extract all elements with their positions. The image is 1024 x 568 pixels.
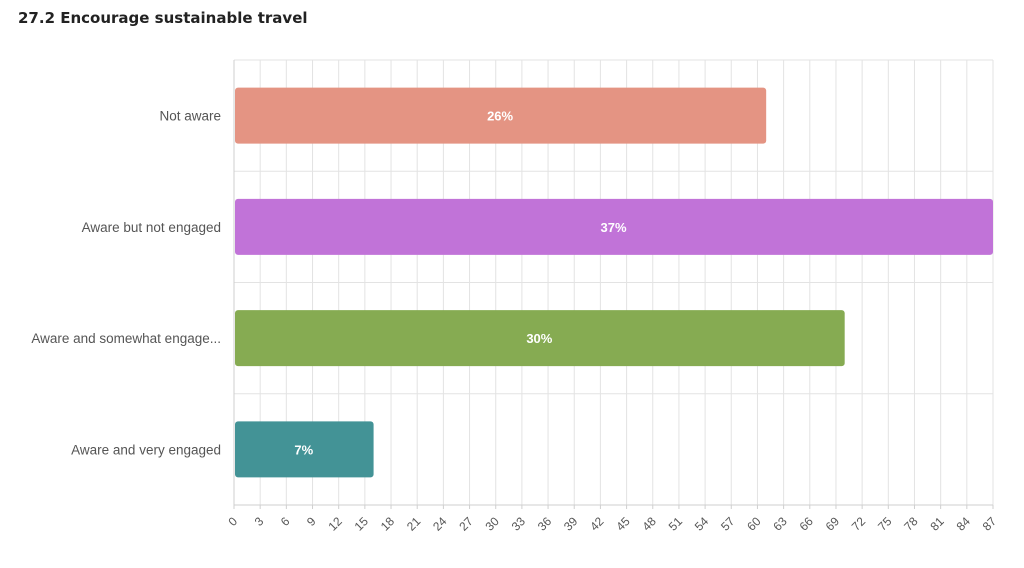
x-tick-label: 87	[980, 514, 1000, 534]
x-tick-label: 15	[352, 514, 372, 534]
x-tick-label: 84	[954, 514, 974, 534]
x-tick-label: 45	[613, 514, 633, 534]
category-label: Aware and very engaged	[71, 442, 221, 457]
x-tick-label: 51	[666, 514, 686, 534]
bar	[235, 198, 993, 255]
data-label: 30%	[526, 331, 552, 346]
data-label: 26%	[487, 109, 513, 124]
category-label: Aware and somewhat engage...	[31, 331, 221, 346]
category-label: Aware but not engaged	[82, 220, 221, 235]
bar	[235, 421, 374, 478]
x-tick-label: 33	[509, 514, 529, 534]
category-label: Not aware	[159, 109, 221, 124]
x-tick-label: 75	[875, 514, 895, 534]
x-tick-label: 60	[744, 514, 764, 534]
x-tick-label: 21	[404, 514, 424, 534]
x-tick-label: 81	[927, 514, 947, 534]
x-tick-label: 63	[770, 514, 790, 534]
data-label: 7%	[294, 442, 313, 457]
bar	[235, 87, 767, 144]
chart-title: 27.2 Encourage sustainable travel	[18, 9, 308, 27]
x-tick-label: 54	[692, 514, 712, 534]
x-tick-label: 42	[587, 514, 607, 534]
data-label: 37%	[600, 220, 626, 235]
x-tick-label: 18	[378, 514, 398, 534]
x-tick-label: 66	[797, 514, 817, 534]
x-tick-label: 72	[849, 514, 869, 534]
x-tick-label: 9	[304, 514, 319, 529]
x-tick-label: 24	[430, 514, 450, 534]
x-tick-label: 78	[901, 514, 921, 534]
x-tick-label: 39	[561, 514, 581, 534]
x-tick-label: 12	[325, 514, 345, 534]
x-tick-label: 27	[456, 514, 476, 534]
x-tick-label: 48	[640, 514, 660, 534]
x-tick-label: 0	[225, 514, 240, 529]
x-tick-label: 3	[252, 514, 267, 529]
bar	[235, 310, 845, 367]
x-tick-label: 69	[823, 514, 843, 534]
x-tick-label: 36	[535, 514, 555, 534]
x-tick-label: 30	[482, 514, 502, 534]
x-tick-label: 57	[718, 514, 738, 534]
x-tick-label: 6	[278, 514, 293, 529]
